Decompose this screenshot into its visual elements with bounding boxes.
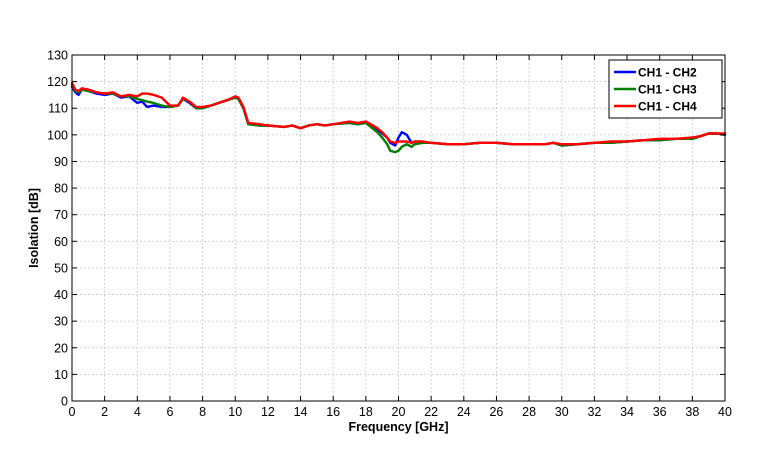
x-tick-label: 2	[101, 405, 108, 419]
x-tick-label: 4	[134, 405, 141, 419]
axis-ticks: 0 2 4 6 8 10 12 14 16 18 20 22 24 26 28 30 32 34 36 38 40010…	[47, 49, 732, 420]
y-tick-label: 0	[61, 395, 68, 409]
y-tick-label: 20	[54, 341, 68, 355]
y-tick-label: 40	[54, 288, 68, 302]
y-axis-label: Isolation [dB]	[27, 188, 41, 268]
x-tick-label: 6	[166, 405, 173, 419]
x-tick-label: 14	[294, 405, 308, 419]
x-tick-label: 24	[457, 405, 471, 419]
x-tick-label: 40	[718, 405, 732, 419]
x-tick-label: 20	[392, 405, 406, 419]
x-tick-label: 12	[261, 405, 275, 419]
x-tick-label: 16	[326, 405, 340, 419]
x-tick-label: 18	[359, 405, 373, 419]
x-tick-label: 10	[228, 405, 242, 419]
y-tick-label: 50	[54, 261, 68, 275]
x-tick-label: 28	[522, 405, 536, 419]
x-tick-label: 22	[424, 405, 438, 419]
y-tick-label: 60	[54, 235, 68, 249]
y-tick-label: 70	[54, 208, 68, 222]
x-tick-label: 34	[620, 405, 634, 419]
x-tick-label: 30	[555, 405, 569, 419]
y-tick-label: 120	[47, 75, 68, 89]
x-tick-label: 38	[685, 405, 699, 419]
y-tick-label: 30	[54, 315, 68, 329]
legend-entry: CH1 - CH4	[638, 100, 697, 114]
x-tick-label: 0	[69, 405, 76, 419]
x-tick-label: 32	[587, 405, 601, 419]
y-tick-label: 80	[54, 182, 68, 196]
x-tick-label: 26	[489, 405, 503, 419]
series-line-3	[70, 81, 727, 146]
y-tick-label: 10	[54, 368, 68, 382]
x-tick-label: 36	[653, 405, 667, 419]
y-tick-label: 130	[47, 49, 68, 63]
legend: CH1 - CH2 CH1 - CH3 CH1 - CH4	[608, 59, 723, 119]
grid	[72, 55, 725, 401]
y-tick-label: 90	[54, 155, 68, 169]
x-tick-label: 8	[199, 405, 206, 419]
series-lines	[70, 81, 727, 154]
y-tick-label: 100	[47, 128, 68, 142]
legend-entry: CH1 - CH2	[638, 66, 697, 80]
x-axis-label: Frequency [GHz]	[348, 420, 448, 434]
legend-entry: CH1 - CH3	[638, 83, 697, 97]
y-tick-label: 110	[48, 102, 68, 116]
